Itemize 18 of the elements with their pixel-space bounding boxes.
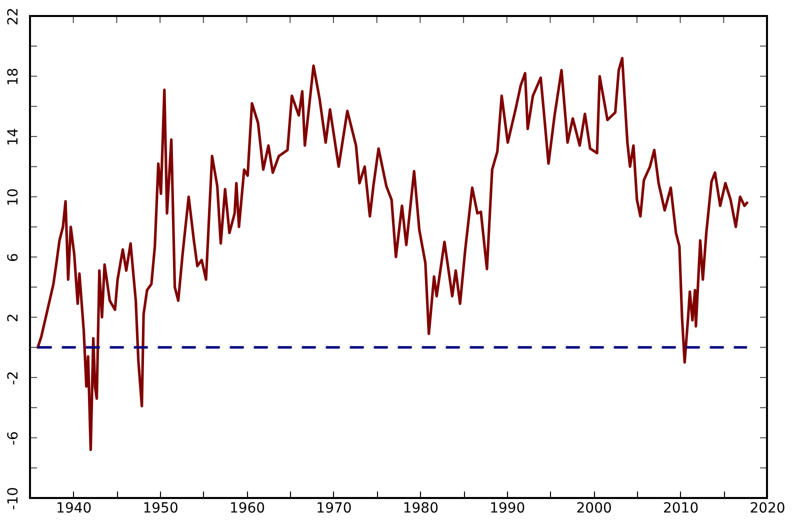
y-tick-label: 14: [6, 128, 22, 146]
x-tick-label: 2000: [576, 500, 612, 516]
y-tick-label: 6: [6, 252, 22, 262]
x-tick-label: 1970: [316, 500, 352, 516]
y-tick-label: 2: [6, 313, 22, 322]
y-tick-label: -2: [6, 371, 22, 385]
y-tick-label: 22: [6, 8, 22, 26]
y-tick-label: -10: [6, 487, 22, 510]
y-tick-label: 18: [6, 68, 22, 86]
x-tick-label: 1990: [490, 500, 526, 516]
y-tick-label: -6: [6, 431, 22, 446]
x-tick-label: 2010: [662, 500, 699, 516]
x-tick-label: 2020: [750, 500, 786, 516]
x-tick-label: 1940: [56, 500, 92, 516]
x-tick-label: 1950: [142, 500, 178, 516]
x-tick-label: 1960: [229, 500, 266, 516]
x-tick-label: 1980: [402, 500, 438, 516]
y-tick-label: 10: [6, 188, 22, 206]
